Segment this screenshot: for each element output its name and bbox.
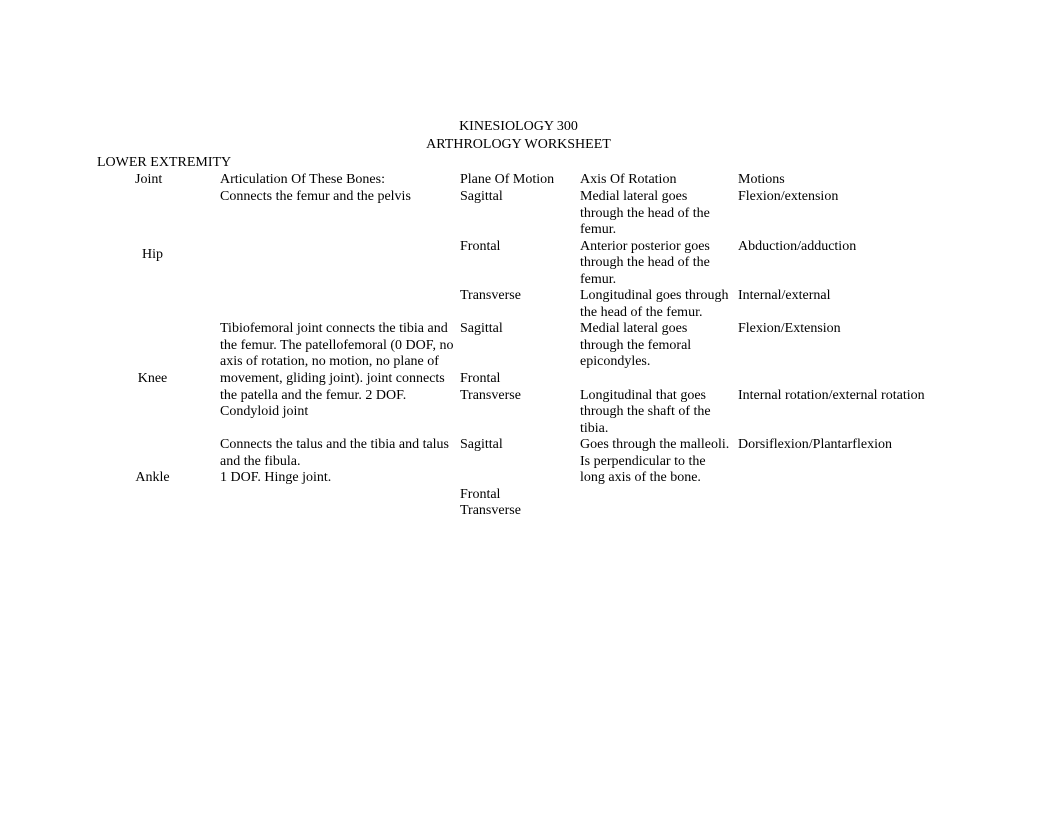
col-header-plane: Plane Of Motion <box>460 172 580 190</box>
articulation-ankle-line2: 1 DOF. Hinge joint. <box>220 470 331 485</box>
plane-cell: Sagittal <box>460 189 580 239</box>
page-title: KINESIOLOGY 300 <box>85 118 952 136</box>
plane-cell: Frontal <box>460 371 580 388</box>
section-heading: LOWER EXTREMITY <box>97 155 952 172</box>
axis-cell <box>580 503 738 520</box>
axis-cell: Medial lateral goes through the head of … <box>580 189 738 239</box>
page-subtitle: ARTHROLOGY WORKSHEET <box>85 136 952 154</box>
motion-cell: Flexion/extension <box>738 189 952 239</box>
table-row: Ankle Connects the talus and the tibia a… <box>85 437 952 487</box>
col-header-joint: Joint <box>85 172 220 190</box>
joint-name-ankle: Ankle <box>85 437 220 520</box>
axis-cell <box>580 487 738 504</box>
table-header-row: Joint Articulation Of These Bones: Plane… <box>85 172 952 190</box>
plane-cell: Transverse <box>460 503 580 520</box>
plane-cell: Frontal <box>460 239 580 289</box>
axis-cell: Longitudinal goes through the head of th… <box>580 288 738 321</box>
motion-cell: Abduction/adduction <box>738 239 952 289</box>
joint-name-hip: Hip <box>85 189 220 321</box>
worksheet-page: KINESIOLOGY 300 ARTHROLOGY WORKSHEET LOW… <box>0 0 1062 520</box>
col-header-axis: Axis Of Rotation <box>580 172 738 190</box>
axis-cell: Medial lateral goes through the femoral … <box>580 321 738 371</box>
motion-cell: Dorsiflexion/Plantarflexion <box>738 437 952 487</box>
motion-cell <box>738 503 952 520</box>
table-row: Hip Connects the femur and the pelvis Sa… <box>85 189 952 239</box>
col-header-articulation: Articulation Of These Bones: <box>220 172 460 190</box>
col-header-motions: Motions <box>738 172 952 190</box>
motion-cell: Internal rotation/external rotation <box>738 388 952 438</box>
motion-cell <box>738 371 952 388</box>
joint-name-knee: Knee <box>85 321 220 437</box>
motion-cell: Internal/external <box>738 288 952 321</box>
articulation-ankle: Connects the talus and the tibia and tal… <box>220 437 460 520</box>
arthrology-table: Joint Articulation Of These Bones: Plane… <box>85 172 952 520</box>
plane-cell: Frontal <box>460 487 580 504</box>
axis-cell <box>580 371 738 388</box>
articulation-ankle-line1: Connects the talus and the tibia and tal… <box>220 437 449 469</box>
table-row: Knee Tibiofemoral joint connects the tib… <box>85 321 952 371</box>
articulation-knee: Tibiofemoral joint connects the tibia an… <box>220 321 460 437</box>
plane-cell: Transverse <box>460 288 580 321</box>
axis-cell: Goes through the malleoli. Is perpendicu… <box>580 437 738 487</box>
axis-cell: Anterior posterior goes through the head… <box>580 239 738 289</box>
axis-cell: Longitudinal that goes through the shaft… <box>580 388 738 438</box>
articulation-hip: Connects the femur and the pelvis <box>220 189 460 321</box>
motion-cell <box>738 487 952 504</box>
plane-cell: Transverse <box>460 388 580 438</box>
plane-cell: Sagittal <box>460 437 580 487</box>
motion-cell: Flexion/Extension <box>738 321 952 371</box>
plane-cell: Sagittal <box>460 321 580 371</box>
